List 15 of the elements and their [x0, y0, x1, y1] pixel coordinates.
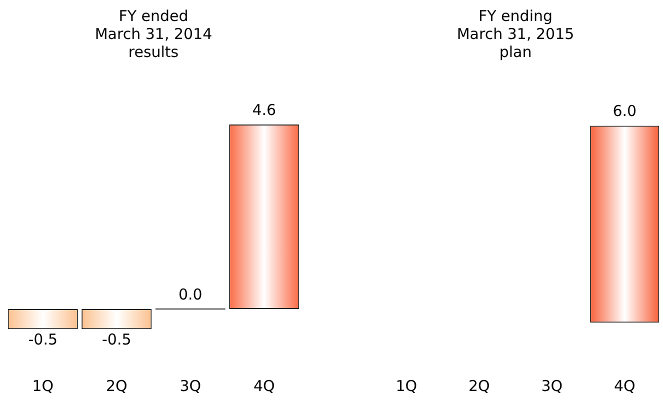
data-label: 4.6: [252, 100, 276, 119]
x-tick-label: 3Q: [180, 376, 202, 395]
x-tick-label: 4Q: [614, 376, 636, 395]
chart-title: FY ended March 31, 2014 results: [94, 6, 212, 61]
data-label: 0.0: [178, 285, 202, 304]
x-tick-label: 3Q: [541, 376, 563, 395]
data-label: -0.5: [28, 330, 58, 348]
data-label: -0.5: [102, 330, 132, 348]
x-tick-label: 4Q: [253, 376, 275, 395]
chart-title: FY ending March 31, 2015 plan: [456, 6, 574, 61]
x-tick-label: 1Q: [32, 376, 54, 395]
x-tick-label: 2Q: [468, 376, 490, 395]
x-tick-label: 1Q: [396, 376, 418, 395]
x-tick-label: 2Q: [106, 376, 128, 395]
data-label: 6.0: [612, 102, 637, 120]
